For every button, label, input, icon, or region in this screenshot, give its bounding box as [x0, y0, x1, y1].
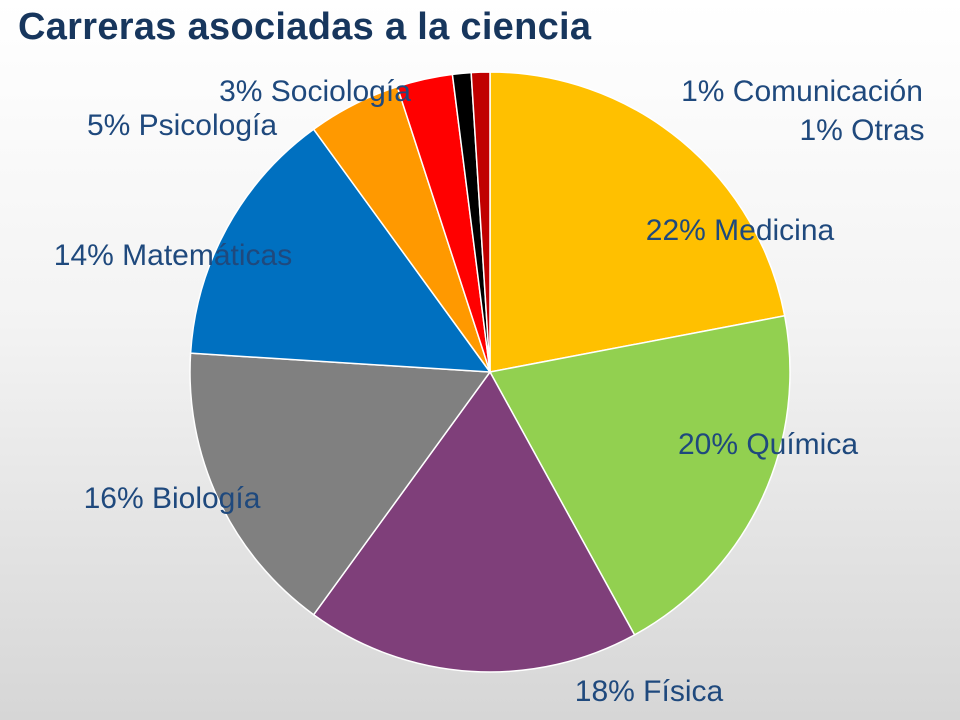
slice-label-biologia: 16% Biología: [84, 482, 261, 515]
slice-label-psicologia: 5% Psicología: [87, 109, 277, 142]
pie-slice-comunicacion: [470, 71, 491, 373]
slice-label-quimica: 20% Química: [678, 428, 858, 461]
slice-label-matematicas: 14% Matemáticas: [54, 239, 292, 272]
slice-label-comunicacion: 1% Comunicación: [681, 75, 923, 108]
slice-label-otras: 1% Otras: [799, 114, 924, 147]
pie-slice-matematicas: [189, 128, 492, 373]
slice-label-fisica: 18% Física: [575, 675, 724, 708]
slice-label-sociologia: 3% Sociología: [219, 75, 411, 108]
pie-slice-quimica: [488, 314, 791, 636]
chart-title: Carreras asociadas a la ciencia: [18, 6, 592, 48]
pie-slice-biologia: [189, 352, 492, 616]
pie-labels: 22% Medicina 20% Química 18% Física 16% Bio…: [54, 75, 925, 708]
slice-label-medicina: 22% Medicina: [646, 214, 835, 247]
pie-slice-fisica: [312, 370, 636, 673]
pie-slices: [189, 71, 791, 673]
pie-slice-medicina: [489, 71, 786, 373]
